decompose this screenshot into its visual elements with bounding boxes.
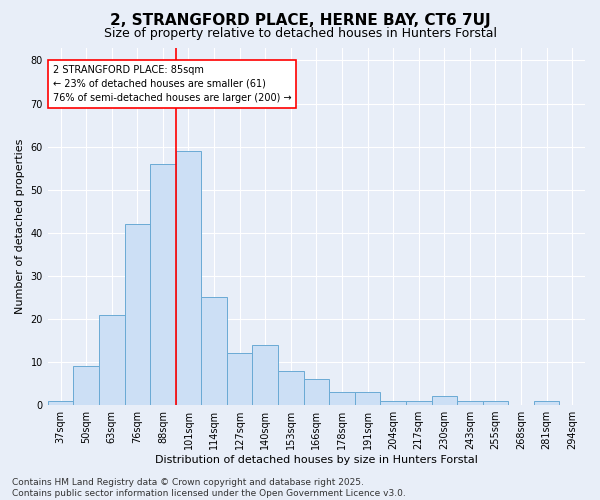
Bar	[253, 345, 278, 405]
Bar	[355, 392, 380, 405]
Bar	[406, 401, 431, 405]
Text: Size of property relative to detached houses in Hunters Forstal: Size of property relative to detached ho…	[104, 28, 497, 40]
Bar	[278, 370, 304, 405]
Bar	[73, 366, 99, 405]
Bar	[482, 401, 508, 405]
Text: 2 STRANGFORD PLACE: 85sqm
← 23% of detached houses are smaller (61)
76% of semi-: 2 STRANGFORD PLACE: 85sqm ← 23% of detac…	[53, 64, 292, 102]
Bar	[380, 401, 406, 405]
Bar	[431, 396, 457, 405]
Bar	[176, 151, 201, 405]
Bar	[99, 314, 125, 405]
Bar	[227, 354, 253, 405]
Bar	[125, 224, 150, 405]
Bar	[534, 401, 559, 405]
Bar	[304, 379, 329, 405]
Text: 2, STRANGFORD PLACE, HERNE BAY, CT6 7UJ: 2, STRANGFORD PLACE, HERNE BAY, CT6 7UJ	[110, 12, 490, 28]
Bar	[150, 164, 176, 405]
Bar	[48, 401, 73, 405]
X-axis label: Distribution of detached houses by size in Hunters Forstal: Distribution of detached houses by size …	[155, 455, 478, 465]
Bar	[457, 401, 482, 405]
Bar	[201, 298, 227, 405]
Text: Contains HM Land Registry data © Crown copyright and database right 2025.
Contai: Contains HM Land Registry data © Crown c…	[12, 478, 406, 498]
Y-axis label: Number of detached properties: Number of detached properties	[15, 138, 25, 314]
Bar	[329, 392, 355, 405]
